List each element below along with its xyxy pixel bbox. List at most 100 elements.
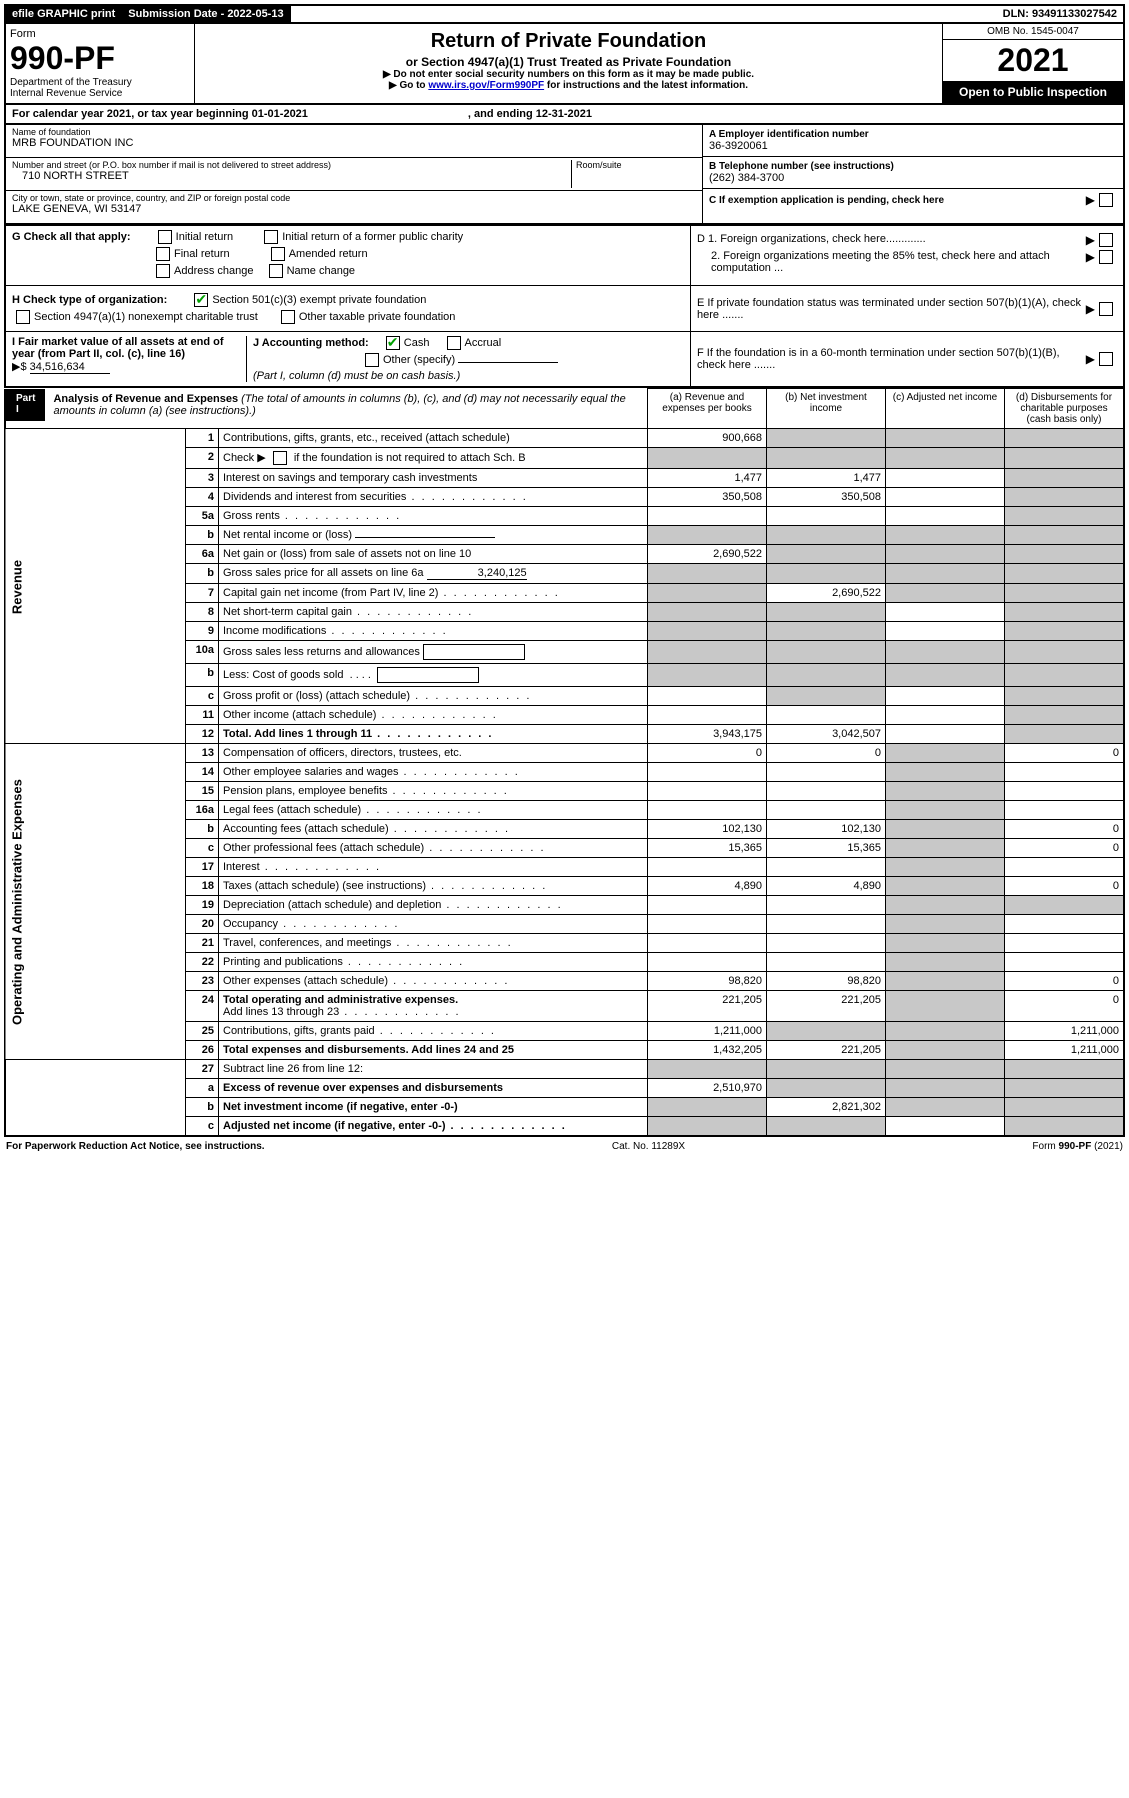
line-num: 20 [186,915,219,934]
g-address-checkbox[interactable] [156,264,170,278]
tel-label: B Telephone number (see instructions) [709,161,1117,172]
line-num: 21 [186,934,219,953]
val-a: 102,130 [648,820,767,839]
line-num: 26 [186,1041,219,1060]
instr-link-line: ▶ Go to www.irs.gov/Form990PF for instru… [199,80,938,91]
val-a: 3,943,175 [648,725,767,744]
line-num: 4 [186,488,219,507]
g-initial: Initial return [176,231,233,243]
top-bar: efile GRAPHIC print Submission Date - 20… [4,4,1125,24]
e-text: E If private foundation status was termi… [697,297,1086,321]
c-checkbox[interactable] [1099,193,1113,207]
h-501c3-checkbox[interactable] [194,293,208,307]
j-accrual: Accrual [465,337,502,349]
val-a: 350,508 [648,488,767,507]
r24-sub: Add lines 13 through 23 [223,1006,461,1018]
line-num: 1 [186,429,219,448]
omb-number: OMB No. 1545-0047 [943,24,1123,40]
footer-mid: Cat. No. 11289X [612,1141,685,1152]
line-desc: Contributions, gifts, grants paid [219,1022,648,1041]
line-desc: Adjusted net income (if negative, enter … [219,1117,648,1137]
h-block: H Check type of organization: Section 50… [6,286,691,331]
line-num: 5a [186,507,219,526]
j-accrual-checkbox[interactable] [447,336,461,350]
h-other-checkbox[interactable] [281,310,295,324]
r5b-field[interactable] [355,537,495,538]
footer-left: For Paperwork Reduction Act Notice, see … [6,1141,265,1152]
line-desc: Total. Add lines 1 through 11 [219,725,648,744]
header-right: OMB No. 1545-0047 2021 Open to Public In… [942,24,1123,103]
irs-label: Internal Revenue Service [10,88,190,99]
foundation-name: MRB FOUNDATION INC [12,137,696,149]
val-d [1005,429,1125,448]
g-label: G Check all that apply: [12,231,131,243]
j-label: J Accounting method: [253,337,369,349]
ein-cell: A Employer identification number 36-3920… [703,125,1123,157]
table-row: 27 Subtract line 26 from line 12: [5,1060,1124,1079]
r10a-field[interactable] [423,644,525,660]
line-desc: Gross profit or (loss) (attach schedule) [219,687,648,706]
line-desc: Travel, conferences, and meetings [219,934,648,953]
g-name-checkbox[interactable] [269,264,283,278]
address-row: Number and street (or P.O. box number if… [6,158,702,191]
g-initial-checkbox[interactable] [158,230,172,244]
line-num: 22 [186,953,219,972]
line-num: 18 [186,877,219,896]
line-desc: Legal fees (attach schedule) [219,801,648,820]
line-num: 16a [186,801,219,820]
i-label: I Fair market value of all assets at end… [12,336,224,360]
d1-checkbox[interactable] [1099,233,1113,247]
line-num: 23 [186,972,219,991]
line-num: 8 [186,603,219,622]
val-d: 0 [1005,820,1125,839]
h-4947-checkbox[interactable] [16,310,30,324]
val-d: 1,211,000 [1005,1041,1125,1060]
val-a: 2,690,522 [648,545,767,564]
d2-text: 2. Foreign organizations meeting the 85%… [697,250,1086,274]
line-num: 10a [186,641,219,664]
form-number: 990-PF [10,40,190,77]
f-checkbox[interactable] [1099,352,1113,366]
efile-print[interactable]: efile GRAPHIC print [6,6,122,22]
g-initial-former-checkbox[interactable] [264,230,278,244]
line-num: b [186,1098,219,1117]
line-desc: Excess of revenue over expenses and disb… [219,1079,648,1098]
h-other: Other taxable private foundation [299,311,456,323]
d2-checkbox[interactable] [1099,250,1113,264]
footer-form: 990-PF [1059,1141,1092,1152]
g-final: Final return [174,248,230,260]
foundation-address: 710 NORTH STREET [12,170,571,182]
r10b-field[interactable] [377,667,479,683]
val-d: 0 [1005,991,1125,1022]
line-desc: Subtract line 26 from line 12: [219,1060,648,1079]
j-cash-checkbox[interactable] [386,336,400,350]
line-desc: Other employee salaries and wages [219,763,648,782]
val-a: 1,477 [648,469,767,488]
j-other-field[interactable] [458,362,558,363]
form-header: Form 990-PF Department of the Treasury I… [4,24,1125,105]
j-cash: Cash [404,337,430,349]
val-a: 98,820 [648,972,767,991]
val-b: 2,821,302 [767,1098,886,1117]
form990pf-link[interactable]: www.irs.gov/Form990PF [428,80,544,91]
val-d: 0 [1005,972,1125,991]
g-amended-checkbox[interactable] [271,247,285,261]
cal-year-begin: For calendar year 2021, or tax year begi… [12,108,308,120]
section-g-d: G Check all that apply: Initial return I… [4,225,1125,286]
e-checkbox[interactable] [1099,302,1113,316]
revenue-sidebar: Revenue [5,429,186,744]
i-value: 34,516,634 [30,361,110,374]
line-num: 11 [186,706,219,725]
foundation-city: LAKE GENEVA, WI 53147 [12,203,696,215]
g-final-checkbox[interactable] [156,247,170,261]
j-other-checkbox[interactable] [365,353,379,367]
line-num: c [186,839,219,858]
col-d-header: (d) Disbursements for charitable purpose… [1005,389,1125,429]
calendar-year-row: For calendar year 2021, or tax year begi… [4,105,1125,125]
val-d: 1,211,000 [1005,1022,1125,1041]
section-ij-f: I Fair market value of all assets at end… [4,332,1125,388]
r2-checkbox[interactable] [273,451,287,465]
tel-cell: B Telephone number (see instructions) (2… [703,157,1123,189]
city-label: City or town, state or province, country… [12,193,696,203]
line-desc: Capital gain net income (from Part IV, l… [219,584,648,603]
